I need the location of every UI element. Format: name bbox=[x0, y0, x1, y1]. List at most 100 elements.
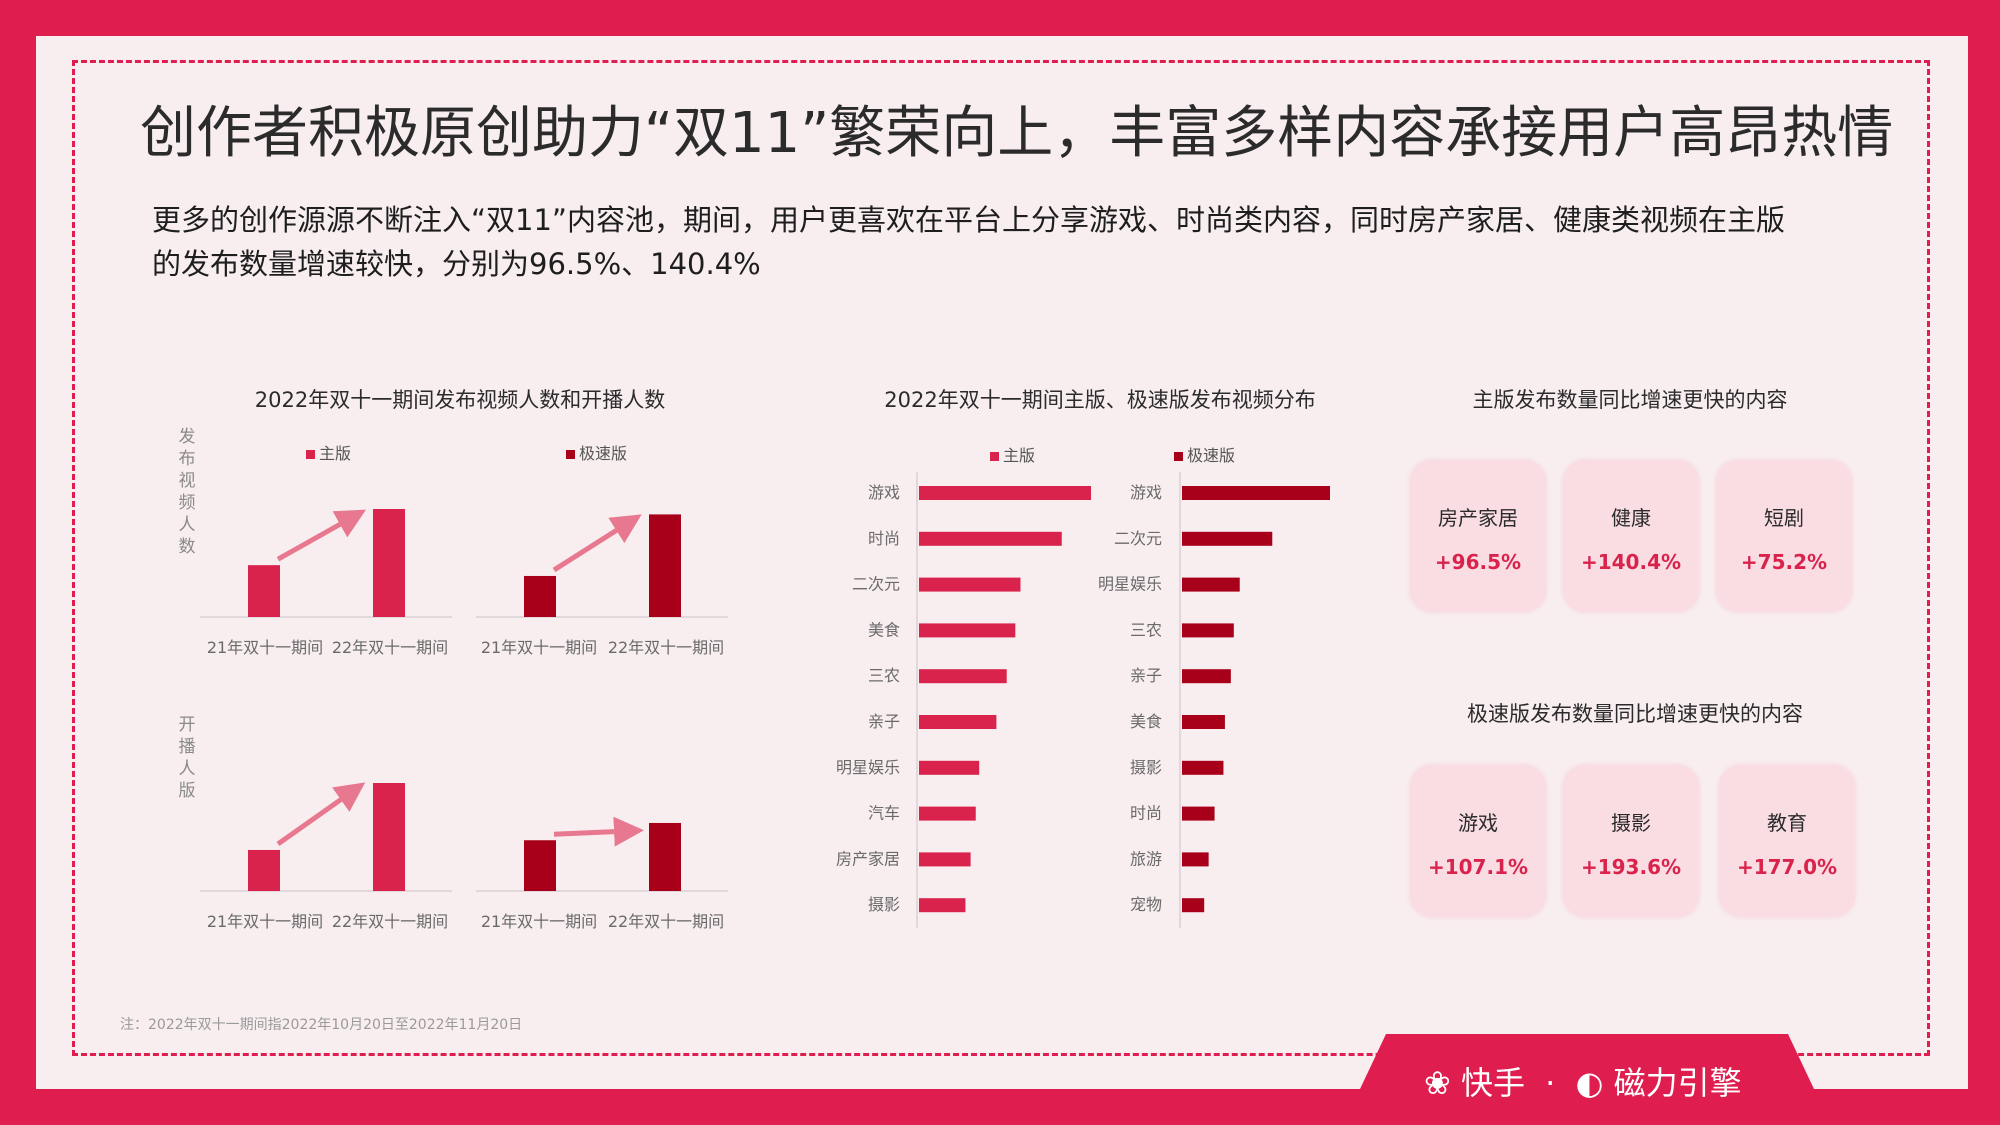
legend-swatch bbox=[990, 452, 999, 461]
card-name: 游戏 bbox=[1458, 811, 1498, 835]
s1-x-label: 22年双十一期间 bbox=[607, 638, 725, 657]
bar bbox=[1182, 623, 1234, 638]
card-name: 房产家居 bbox=[1438, 506, 1518, 530]
card-percent: +177.0% bbox=[1736, 855, 1838, 879]
category-label: 美食 bbox=[868, 620, 900, 639]
growth-card: 短剧 +75.2% bbox=[1716, 460, 1852, 612]
legend-label: 极速版 bbox=[579, 444, 628, 463]
bar bbox=[919, 531, 1062, 546]
bar bbox=[1182, 806, 1215, 821]
category-label: 二次元 bbox=[852, 575, 900, 594]
bar bbox=[919, 760, 980, 775]
bar bbox=[1182, 715, 1225, 729]
cards-express-title: 极速版发布数量同比增速更快的内容 bbox=[1467, 702, 1803, 726]
s1-x-label: 22年双十一期间 bbox=[607, 912, 725, 931]
category-label: 明星娱乐 bbox=[836, 758, 900, 777]
bar bbox=[919, 898, 966, 913]
footnote: 注：2022年双十一期间指2022年10月20日至2022年11月20日 bbox=[120, 1017, 523, 1033]
category-label: 亲子 bbox=[1130, 666, 1162, 685]
category-label: 房产家居 bbox=[836, 849, 900, 868]
growth-arrow bbox=[276, 782, 366, 847]
row2-label: 开播人版 bbox=[178, 715, 196, 801]
card-percent: +107.1% bbox=[1427, 855, 1529, 879]
section2-title: 2022年双十一期间主版、极速版发布视频分布 bbox=[884, 388, 1316, 412]
bar bbox=[919, 806, 976, 821]
s2-legend-express: 极速版 bbox=[1174, 442, 1235, 466]
s1-x-label: 21年双十一期间 bbox=[480, 638, 598, 657]
category-label: 宠物 bbox=[1130, 895, 1162, 914]
description: 更多的创作源源不断注入“双11”内容池，期间，用户更喜欢在平台上分享游戏、时尚类… bbox=[152, 198, 1852, 286]
brand-logos: ❀ 快手 · ◐ 磁力引擎 bbox=[1424, 1058, 1742, 1104]
bar bbox=[373, 783, 405, 891]
category-label: 摄影 bbox=[1130, 758, 1162, 777]
legend-label: 主版 bbox=[319, 444, 352, 463]
bar bbox=[1182, 760, 1224, 775]
description-line-2: 的发布数量增速较快，分别为96.5%、140.4% bbox=[152, 247, 761, 281]
s1-x-label: 21年双十一期间 bbox=[206, 638, 324, 657]
card-percent: +75.2% bbox=[1740, 550, 1828, 574]
s1-legend-main: 主版 bbox=[306, 440, 351, 464]
legend-swatch bbox=[306, 450, 315, 459]
bar bbox=[919, 852, 971, 867]
cili-icon: ◐ bbox=[1575, 1064, 1604, 1102]
brand-separator: · bbox=[1545, 1064, 1556, 1102]
description-line-1: 更多的创作源源不断注入“双11”内容池，期间，用户更喜欢在平台上分享游戏、时尚类… bbox=[152, 203, 1785, 237]
category-label: 摄影 bbox=[868, 895, 900, 914]
bar bbox=[919, 623, 1016, 638]
dashed-border bbox=[72, 60, 1930, 1056]
category-label: 亲子 bbox=[868, 712, 900, 731]
bar bbox=[919, 669, 1007, 684]
bar bbox=[1182, 852, 1209, 867]
s2-legend-main: 主版 bbox=[990, 442, 1035, 466]
category-label: 三农 bbox=[868, 666, 900, 685]
card-percent: +96.5% bbox=[1434, 550, 1522, 574]
card-name: 摄影 bbox=[1611, 811, 1651, 835]
growth-arrow bbox=[276, 509, 367, 562]
section1-chart bbox=[200, 509, 728, 892]
category-label: 明星娱乐 bbox=[1098, 575, 1162, 594]
bar bbox=[649, 514, 681, 617]
section1-title: 2022年双十一期间发布视频人数和开播人数 bbox=[254, 388, 666, 412]
category-label: 游戏 bbox=[868, 483, 900, 502]
category-label: 时尚 bbox=[868, 529, 900, 548]
category-label: 二次元 bbox=[1114, 529, 1162, 548]
bar bbox=[1182, 486, 1330, 500]
cards-main-title: 主版发布数量同比增速更快的内容 bbox=[1472, 388, 1788, 412]
category-label: 时尚 bbox=[1130, 804, 1162, 823]
section2-chart: 游戏时尚二次元美食三农亲子明星娱乐汽车房产家居摄影游戏二次元明星娱乐三农亲子美食… bbox=[836, 472, 1330, 928]
s1-legend-express: 极速版 bbox=[566, 440, 627, 464]
bar bbox=[919, 486, 1091, 500]
growth-arrow bbox=[553, 816, 644, 847]
s1-x-label: 21年双十一期间 bbox=[206, 912, 324, 931]
bar bbox=[1182, 577, 1240, 592]
brand-kuaishou: 快手 bbox=[1460, 1064, 1525, 1102]
growth-arrow bbox=[552, 514, 642, 573]
card-name: 教育 bbox=[1767, 811, 1807, 835]
s1-x-label: 22年双十一期间 bbox=[331, 912, 449, 931]
legend-label: 极速版 bbox=[1187, 446, 1236, 465]
bar bbox=[248, 565, 280, 617]
category-label: 汽车 bbox=[868, 804, 900, 823]
growth-card: 健康 +140.4% bbox=[1563, 460, 1699, 612]
card-name: 短剧 bbox=[1764, 506, 1804, 530]
card-name: 健康 bbox=[1611, 506, 1651, 530]
bar bbox=[373, 509, 405, 617]
kuaishou-icon: ❀ bbox=[1424, 1064, 1451, 1102]
card-percent: +140.4% bbox=[1580, 550, 1682, 574]
growth-card: 摄影 +193.6% bbox=[1563, 765, 1699, 917]
bar bbox=[1182, 898, 1205, 913]
page-title: 创作者积极原创助力“双11”繁荣向上，丰富多样内容承接用户高昂热情 bbox=[140, 101, 1894, 166]
row1-label: 发布视频人数 bbox=[178, 427, 196, 557]
bar bbox=[919, 715, 997, 729]
category-label: 游戏 bbox=[1130, 483, 1162, 502]
bar bbox=[524, 575, 556, 617]
legend-swatch bbox=[566, 450, 575, 459]
card-percent: +193.6% bbox=[1580, 855, 1682, 879]
bar bbox=[524, 840, 556, 891]
bar bbox=[649, 822, 681, 891]
footer-tab bbox=[1360, 1034, 1814, 1125]
category-label: 旅游 bbox=[1130, 849, 1162, 868]
bar bbox=[919, 577, 1021, 592]
s1-x-label: 22年双十一期间 bbox=[331, 638, 449, 657]
bar bbox=[248, 849, 280, 891]
